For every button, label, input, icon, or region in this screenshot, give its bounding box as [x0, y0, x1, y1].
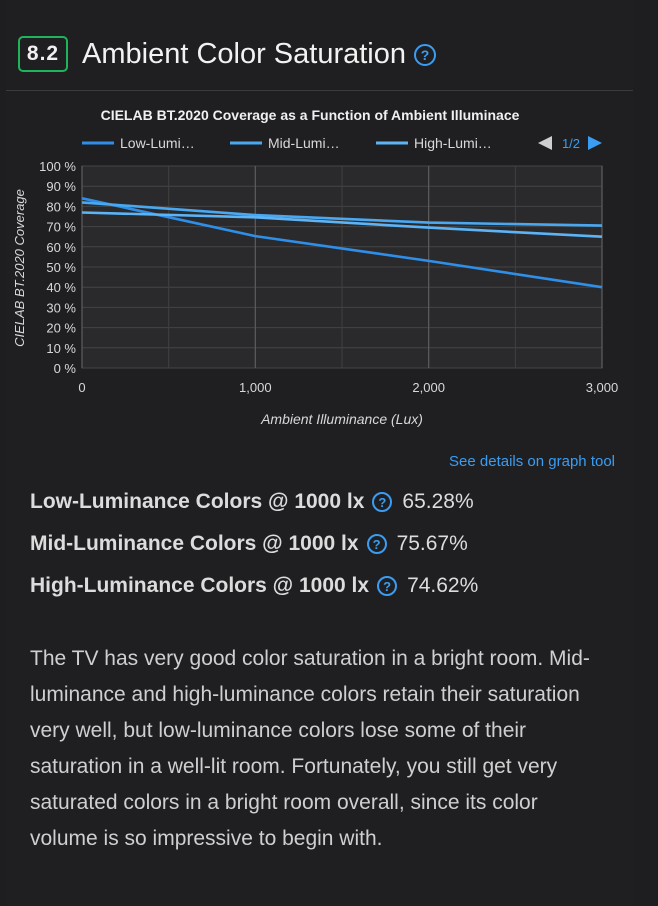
stat-value: 75.67%	[396, 532, 468, 555]
section-header: 8.2 Ambient Color Saturation ?	[18, 33, 436, 75]
y-tick-label: 40 %	[46, 280, 76, 295]
y-tick-label: 70 %	[46, 220, 76, 235]
stat-value: 65.28%	[402, 490, 474, 513]
legend-item-label: High-Lumi…	[414, 135, 492, 151]
y-axis-ticks: 0 % 10 % 20 % 30 % 40 % 50 % 60 % 70 % 80 % 90 % 1…	[39, 159, 76, 376]
question-circle-icon[interactable]: ?	[414, 44, 436, 66]
y-tick-label: 90 %	[46, 179, 76, 194]
x-tick-label: 3,000	[586, 380, 619, 395]
series-line-low	[81, 197, 603, 289]
x-tick-label: 1,000	[239, 380, 272, 395]
y-tick-label: 10 %	[46, 341, 76, 356]
legend-page: 1/2	[562, 136, 580, 151]
section-title: Ambient Color Saturation	[82, 37, 406, 70]
stat-label: Mid-Luminance Colors @ 1000 lx	[30, 532, 359, 555]
content-panel	[6, 0, 633, 906]
y-tick-label: 80 %	[46, 199, 76, 214]
stat-label: High-Luminance Colors @ 1000 lx	[30, 574, 370, 597]
graph-tool-link[interactable]: See details on graph tool	[449, 453, 615, 470]
stat-row-mid: Mid-Luminance Colors @ 1000 lx ? 75.67%	[30, 523, 478, 565]
x-axis-ticks: 0 1,000 2,000 3,000	[78, 380, 618, 395]
legend-item-label: Mid-Lumi…	[268, 135, 340, 151]
chart-series	[81, 197, 603, 289]
y-tick-label: 60 %	[46, 240, 76, 255]
x-tick-label: 2,000	[412, 380, 445, 395]
stat-value: 74.62%	[407, 574, 479, 597]
y-axis-label: CIELAB BT.2020 Coverage	[12, 189, 27, 347]
divider	[6, 90, 633, 91]
legend-prev-icon[interactable]	[538, 136, 552, 150]
series-line-mid	[81, 201, 603, 227]
legend-next-icon[interactable]	[588, 136, 602, 150]
description-text: The TV has very good color saturation in…	[30, 647, 590, 850]
question-circle-icon[interactable]: ?	[377, 576, 398, 596]
legend-item-label: Low-Lumi…	[120, 135, 195, 151]
chart-title: CIELAB BT.2020 Coverage as a Function of…	[101, 107, 520, 123]
y-tick-label: 30 %	[46, 300, 76, 315]
stat-row-low: Low-Luminance Colors @ 1000 lx ? 65.28%	[30, 481, 478, 523]
score-badge: 8.2	[18, 36, 68, 72]
stat-label: Low-Luminance Colors @ 1000 lx	[30, 490, 365, 513]
chart-legend: Low-Lumi… Mid-Lumi… High-Lumi…	[82, 135, 492, 151]
chart-grid	[81, 165, 603, 369]
y-tick-label: 0 %	[54, 361, 77, 376]
y-tick-label: 20 %	[46, 321, 76, 336]
series-line-high	[81, 211, 603, 238]
y-tick-label: 100 %	[39, 159, 76, 174]
chart-container: CIELAB BT.2020 Coverage as a Function of…	[0, 100, 658, 440]
question-circle-icon[interactable]: ?	[372, 492, 393, 512]
legend-pager[interactable]: 1/2	[538, 136, 602, 151]
x-axis-label: Ambient Illuminance (Lux)	[260, 411, 423, 427]
stat-row-high: High-Luminance Colors @ 1000 lx ? 74.62%	[30, 565, 478, 607]
question-circle-icon[interactable]: ?	[366, 534, 387, 554]
line-chart: CIELAB BT.2020 Coverage as a Function of…	[12, 107, 618, 427]
y-tick-label: 50 %	[46, 260, 76, 275]
x-tick-label: 0	[78, 380, 85, 395]
stats-list: Low-Luminance Colors @ 1000 lx ? 65.28% …	[30, 481, 478, 607]
